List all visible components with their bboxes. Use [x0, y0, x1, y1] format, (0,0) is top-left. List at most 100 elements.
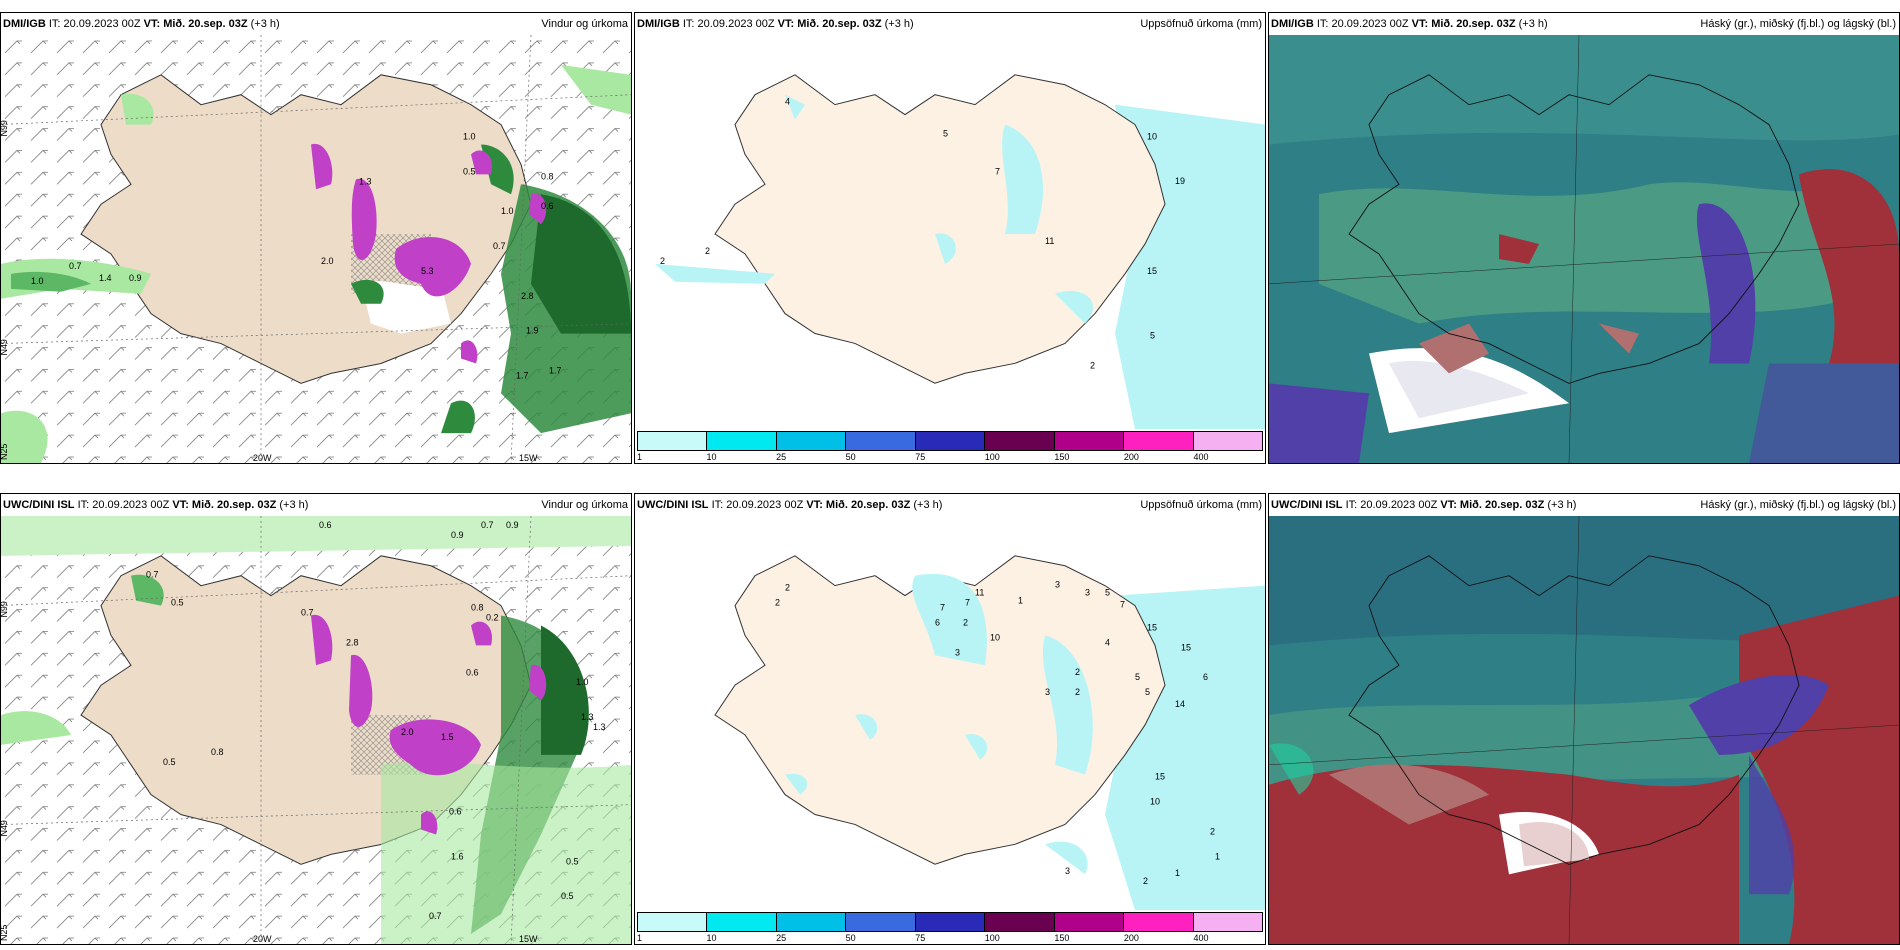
accum-precip-map: 3 2 2 7 7 6 2 10 3 11 1 3 5 7 15 15 4 6 …	[635, 516, 1265, 910]
accum-label: 7	[940, 603, 945, 613]
valid-time: Mið. 20.sep. 03Z	[1431, 18, 1516, 30]
precip-label: 0.7	[301, 608, 314, 618]
accum-label: 19	[1175, 176, 1185, 186]
colorbar-label: 200	[1123, 933, 1139, 943]
accum-label: 3	[1045, 687, 1050, 697]
iceland-outline	[1348, 74, 1800, 384]
accum-label: 6	[935, 617, 940, 627]
colorbar-label: 400	[1193, 452, 1209, 462]
accum-label: 11	[1045, 236, 1054, 246]
colorbar-label: 50	[845, 452, 856, 462]
accum-label: 2	[1090, 360, 1095, 370]
colorbar-swatch	[1124, 432, 1194, 450]
colorbar-label: 100	[984, 933, 1000, 943]
precip-label: 0.8	[541, 171, 554, 181]
lat-label: N25	[1, 925, 9, 941]
accum-label: 11	[975, 588, 984, 598]
precip-label: 1.0	[576, 677, 589, 687]
accum-label: 15	[1147, 622, 1157, 632]
precip-label: 0.6	[449, 807, 462, 817]
colorbar-swatch	[638, 913, 708, 931]
valid-time: Mið. 20.sep. 03Z	[825, 499, 911, 511]
colorbar-label: 100	[984, 452, 1000, 462]
colorbar-swatch	[638, 432, 708, 450]
precip-label: 1.7	[549, 365, 562, 375]
precip-label: 0.7	[69, 261, 82, 271]
precip-label: 1.9	[526, 326, 539, 336]
panel-header: DMI/IGB IT: 20.09.2023 00Z VT: Mið. 20.s…	[1269, 13, 1899, 35]
iceland-landmass	[714, 74, 1166, 384]
accum-label: 5	[1105, 588, 1110, 598]
lat-label: N99	[1, 601, 9, 617]
precip-label: 2.0	[401, 727, 414, 737]
panel-title: Háský (gr.), miðský (fj.bl.) og lágský (…	[1700, 499, 1896, 511]
panel-header: UWC/DINI ISL IT: 20.09.2023 00Z VT: Mið.…	[1, 494, 631, 516]
panel-wind-precip-dmi: DMI/IGB IT: 20.09.2023 00Z VT: Mið. 20.s…	[0, 12, 632, 464]
accum-label: 3	[1055, 580, 1060, 590]
accum-label: 2	[963, 617, 968, 627]
accum-precip-map: 2 2 4 5 7 10 15 19 11 2 5	[635, 35, 1265, 429]
panel-title: Háský (gr.), miðský (fj.bl.) og lágský (…	[1700, 18, 1896, 30]
lon-label: 15W	[519, 453, 538, 463]
accum-label: 7	[1120, 600, 1125, 610]
accum-label: 1	[1215, 851, 1220, 861]
accum-label: 5	[1135, 672, 1140, 682]
accum-label: 15	[1155, 772, 1165, 782]
accum-label: 2	[775, 598, 780, 608]
accum-label: 15	[1147, 266, 1157, 276]
panel-title: Uppsöfnuð úrkoma (mm)	[1140, 499, 1262, 511]
colorbar-label: 10	[706, 933, 717, 943]
precip-label: 0.8	[471, 603, 484, 613]
accum-label: 2	[1075, 667, 1080, 677]
accum-label: 10	[990, 632, 1000, 642]
init-time: IT: 20.09.2023 00Z	[1316, 18, 1409, 30]
panel-header: UWC/DINI ISL IT: 20.09.2023 00Z VT: Mið.…	[635, 494, 1265, 516]
init-time: IT: 20.09.2023 00Z	[1345, 499, 1438, 511]
cloud-cover-map	[1269, 35, 1899, 463]
panel-header: DMI/IGB IT: 20.09.2023 00Z VT: Mið. 20.s…	[635, 13, 1265, 35]
precip-label: 0.6	[541, 201, 554, 211]
precip-colorbar: 1 10 25 50 75 100 150 200 400	[637, 431, 1263, 463]
precip-label: 1.3	[593, 722, 606, 732]
colorbar-swatch	[915, 432, 986, 450]
init-time: IT: 20.09.2023 00Z	[48, 18, 141, 30]
colorbar-swatch	[985, 432, 1055, 450]
colorbar-label: 1	[637, 452, 643, 462]
colorbar-label: 75	[915, 452, 926, 462]
colorbar-label: 25	[776, 933, 787, 943]
precip-label: 0.2	[486, 613, 499, 623]
panel-wind-precip-uwc: UWC/DINI ISL IT: 20.09.2023 00Z VT: Mið.…	[0, 493, 632, 945]
valid-label: VT:	[1440, 499, 1457, 511]
valid-label: VT:	[806, 499, 823, 511]
panel-title: Vindur og úrkoma	[541, 499, 628, 511]
precip-colorbar: 1 10 25 50 75 100 150 200 400	[637, 912, 1263, 944]
accum-label: 4	[1105, 637, 1110, 647]
colorbar-swatch	[915, 913, 986, 931]
accum-label: 2	[1143, 876, 1148, 886]
precip-label: 0.7	[493, 241, 506, 251]
panel-title: Vindur og úrkoma	[541, 18, 628, 30]
precip-label: 0.8	[211, 747, 224, 757]
colorbar-swatch	[776, 913, 847, 931]
precip-label: 1.3	[359, 176, 372, 186]
lead-time: (+3 h)	[1518, 18, 1548, 30]
accum-label: 4	[785, 97, 790, 107]
accum-label: 10	[1150, 797, 1160, 807]
precip-label: 0.9	[451, 530, 464, 540]
valid-time: Mið. 20.sep. 03Z	[797, 18, 882, 30]
colorbar-label: 1	[637, 933, 643, 943]
precip-label: 1.6	[451, 851, 464, 861]
precip-label: 0.9	[129, 273, 142, 283]
panel-accum-precip-uwc: UWC/DINI ISL IT: 20.09.2023 00Z VT: Mið.…	[634, 493, 1266, 945]
colorbar-swatch	[1054, 432, 1125, 450]
lead-time: (+3 h)	[279, 499, 309, 511]
lat-label: N49	[1, 339, 9, 355]
accum-label: 1	[1018, 596, 1023, 606]
precip-label: 5.3	[421, 266, 434, 276]
lon-label: 20W	[253, 934, 272, 944]
model-name: DMI/IGB	[1271, 18, 1314, 30]
precip-label: 0.7	[481, 520, 494, 530]
panel-title: Uppsöfnuð úrkoma (mm)	[1140, 18, 1262, 30]
precip-label: 1.3	[581, 712, 594, 722]
valid-label: VT:	[172, 499, 189, 511]
